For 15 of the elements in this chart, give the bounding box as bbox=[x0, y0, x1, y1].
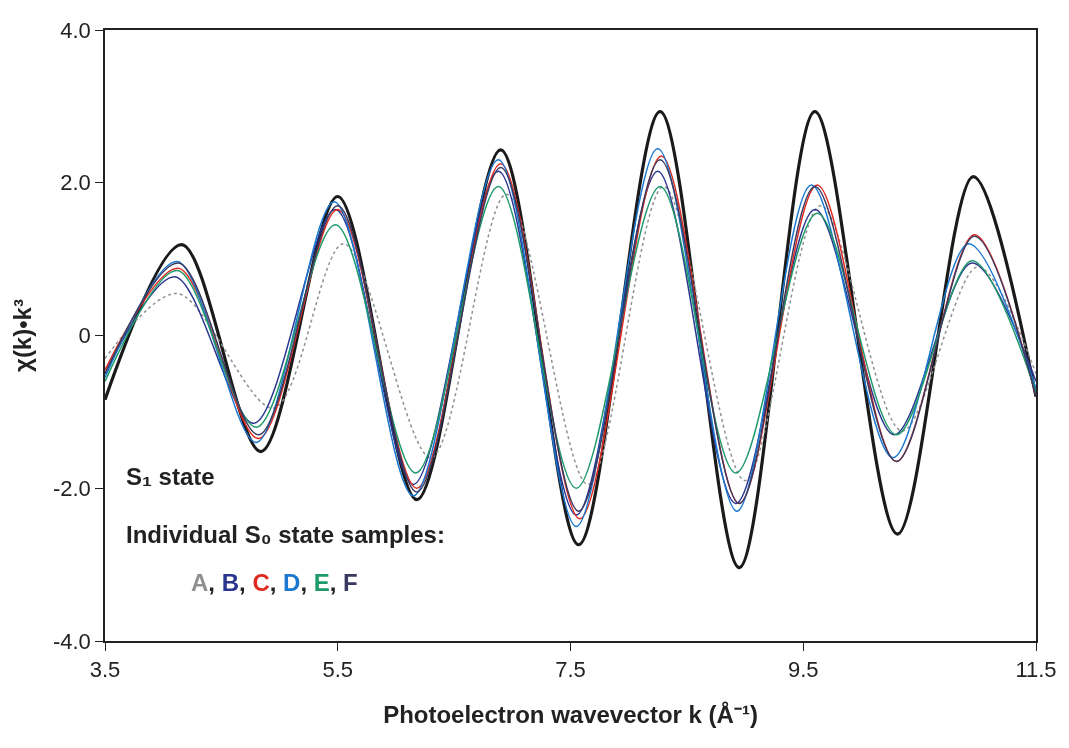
y-axis-title: χ(k)•k³ bbox=[8, 299, 36, 372]
text: A, B, C, D, E, F bbox=[191, 569, 358, 596]
annotation: Individual S₀ state samples: bbox=[126, 521, 445, 548]
x-tick-label: 9.5 bbox=[787, 657, 819, 683]
y-tick-label: 4.0 bbox=[60, 17, 91, 43]
annotation: S₁ state bbox=[126, 463, 215, 490]
x-tick-label: 5.5 bbox=[322, 657, 354, 683]
y-tick-label: -4.0 bbox=[52, 628, 91, 654]
y-tick-label: -2.0 bbox=[52, 475, 91, 501]
x-axis-title: Photoelectron wavevector k (Å⁻¹) bbox=[383, 700, 758, 728]
x-tick-label: 11.5 bbox=[1015, 657, 1057, 683]
x-tick-label: 7.5 bbox=[555, 657, 586, 683]
y-tick-label: 0 bbox=[78, 323, 91, 349]
x-tick-label: 3.5 bbox=[89, 657, 121, 683]
y-tick-label: 2.0 bbox=[60, 170, 91, 196]
